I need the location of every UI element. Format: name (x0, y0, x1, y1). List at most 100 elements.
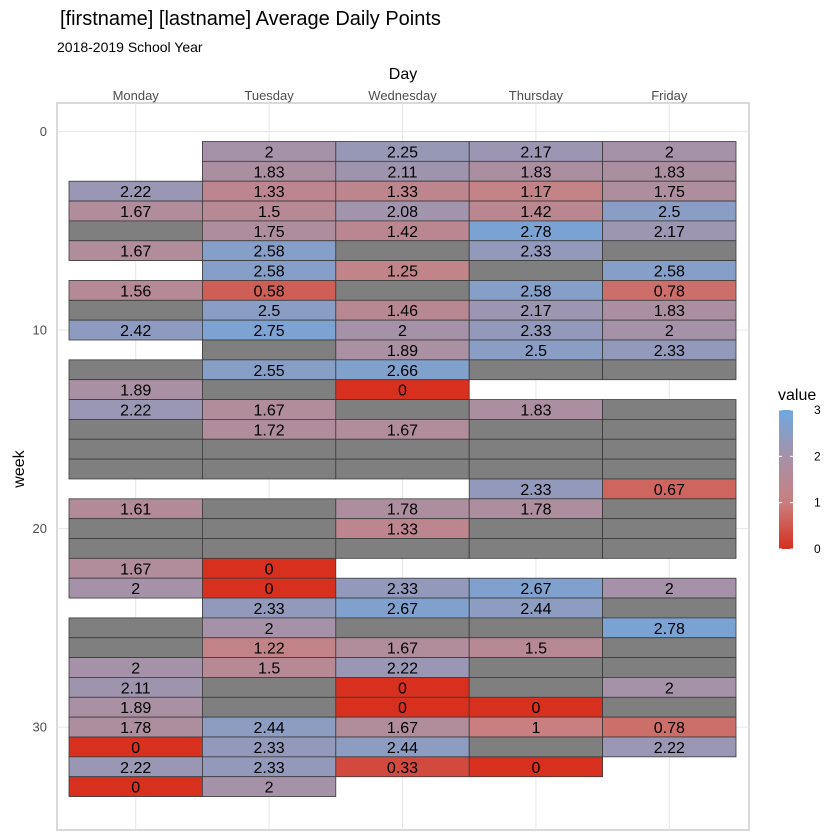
cell-value-label: 2.22 (120, 402, 151, 419)
heatmap-cell (468, 418, 604, 440)
cell-value-label: 2.67 (520, 581, 551, 598)
cell-value-label: 2.5 (525, 343, 547, 360)
heatmap-cell (335, 458, 470, 480)
heatmap-cell (468, 458, 604, 480)
cell-value-label: 1.75 (254, 224, 285, 241)
cell-value-label: 2 (131, 661, 140, 678)
y-tick-label: 10 (33, 323, 47, 338)
cell-value-label: 2.08 (387, 204, 418, 221)
legend-tick-label: 1 (814, 496, 821, 510)
cell-value-label: 1.67 (254, 402, 285, 419)
cell-value-label: 1.46 (387, 303, 418, 320)
cell-value-label: 2.11 (121, 680, 151, 697)
cell-value-label: 0.67 (654, 482, 685, 499)
cell-value-label: 0 (398, 700, 407, 717)
cell-value-label: 2.33 (520, 482, 551, 499)
cell-value-label: 2.78 (520, 224, 551, 241)
cell-value-label: 2.58 (254, 244, 285, 261)
x-tick-label: Monday (113, 88, 160, 103)
cell-value-label: 2.44 (520, 601, 551, 618)
cell-value-label: 2.33 (254, 601, 285, 618)
heatmap-cell (335, 438, 470, 460)
cell-value-label: 0 (398, 383, 407, 400)
x-tick-label: Friday (651, 88, 688, 103)
cell-value-label: 2 (665, 323, 674, 340)
heatmap-cell (201, 458, 337, 480)
heatmap-cell (201, 677, 337, 698)
heatmap-cell (68, 518, 203, 539)
heatmap-cell (468, 736, 604, 758)
cell-value-label: 1.89 (387, 343, 418, 360)
heatmap-cells: 2 2.25 2.17 2 1.83 2.11 1.83 1.83 2.22 1.33 1.33 1.… (68, 141, 737, 797)
cell-value-label: 2.11 (388, 164, 418, 181)
cell-value-label: 1.17 (520, 184, 551, 201)
heatmap-cell (335, 538, 470, 559)
heatmap-cell (201, 776, 337, 797)
cell-value-label: 2.66 (387, 363, 418, 380)
cell-value-label: 2 (398, 323, 407, 340)
cell-value-label: 2.75 (254, 323, 285, 340)
heatmap-cell (602, 359, 737, 381)
cell-value-label: 1.5 (258, 204, 280, 221)
heatmap-cell (201, 518, 337, 539)
heatmap-cell (602, 458, 737, 480)
heatmap-cell (602, 518, 737, 539)
cell-value-label: 1 (531, 720, 540, 737)
cell-value-label: 1.22 (254, 641, 285, 658)
y-tick-label: 30 (33, 720, 47, 735)
heatmap-cell (468, 518, 604, 539)
heatmap-cell (68, 299, 203, 321)
cell-value-label: 1.83 (254, 164, 285, 181)
heatmap-cell (468, 538, 604, 559)
heatmap-cell (602, 657, 737, 678)
cell-value-label: 1.89 (120, 383, 151, 400)
heatmap-cell (335, 240, 470, 262)
heatmap-cell (335, 280, 470, 301)
heatmap-cell (602, 736, 737, 758)
cell-value-label: 1.42 (387, 224, 418, 241)
cell-value-label: 1.83 (520, 164, 551, 181)
heatmap-cell (602, 498, 737, 520)
cell-value-label: 2.33 (254, 760, 285, 777)
cell-value-label: 2.44 (387, 740, 418, 757)
cell-value-label: 1.67 (387, 422, 418, 439)
cell-value-label: 2.33 (520, 323, 551, 340)
heatmap-cell (201, 538, 337, 559)
cell-value-label: 1.42 (520, 204, 551, 221)
cell-value-label: 2 (265, 621, 274, 638)
heatmap-cell (602, 438, 737, 460)
heatmap-cell (602, 418, 737, 440)
cell-value-label: 2 (131, 581, 140, 598)
legend-ticks: 0 1 2 3 (779, 403, 821, 556)
heatmap-cell (335, 617, 470, 639)
cell-value-label: 2.25 (387, 144, 418, 161)
cell-value-label: 2.58 (254, 264, 285, 281)
cell-value-label: 2.67 (387, 601, 418, 618)
cell-value-label: 1.5 (525, 641, 547, 658)
cell-value-label: 2 (265, 144, 274, 161)
heatmap-cell (602, 538, 737, 559)
cell-value-label: 2.33 (387, 581, 418, 598)
heatmap-cell (68, 359, 203, 381)
cell-value-label: 1.72 (254, 422, 285, 439)
x-tick-label: Wednesday (368, 88, 437, 103)
heatmap-cell (68, 617, 203, 639)
cell-value-label: 1.67 (387, 641, 418, 658)
cell-value-label: 2.58 (520, 283, 551, 300)
cell-value-label: 1.75 (654, 184, 685, 201)
cell-value-label: 2 (665, 680, 674, 697)
cell-value-label: 1.83 (654, 164, 685, 181)
heatmap-cell (468, 756, 604, 778)
cell-value-label: 0.78 (654, 720, 685, 737)
chart-title: [firstname] [lastname] Average Daily Poi… (60, 8, 441, 30)
cell-value-label: 1.33 (387, 184, 418, 201)
cell-value-label: 2.5 (258, 303, 280, 320)
heatmap-cell (68, 418, 203, 440)
y-axis-title: week (11, 449, 28, 488)
cell-value-label: 0 (531, 760, 540, 777)
legend-tick-label: 0 (814, 542, 821, 556)
cell-value-label: 0.78 (654, 283, 685, 300)
cell-value-label: 2.33 (254, 740, 285, 757)
cell-value-label: 0 (131, 740, 140, 757)
